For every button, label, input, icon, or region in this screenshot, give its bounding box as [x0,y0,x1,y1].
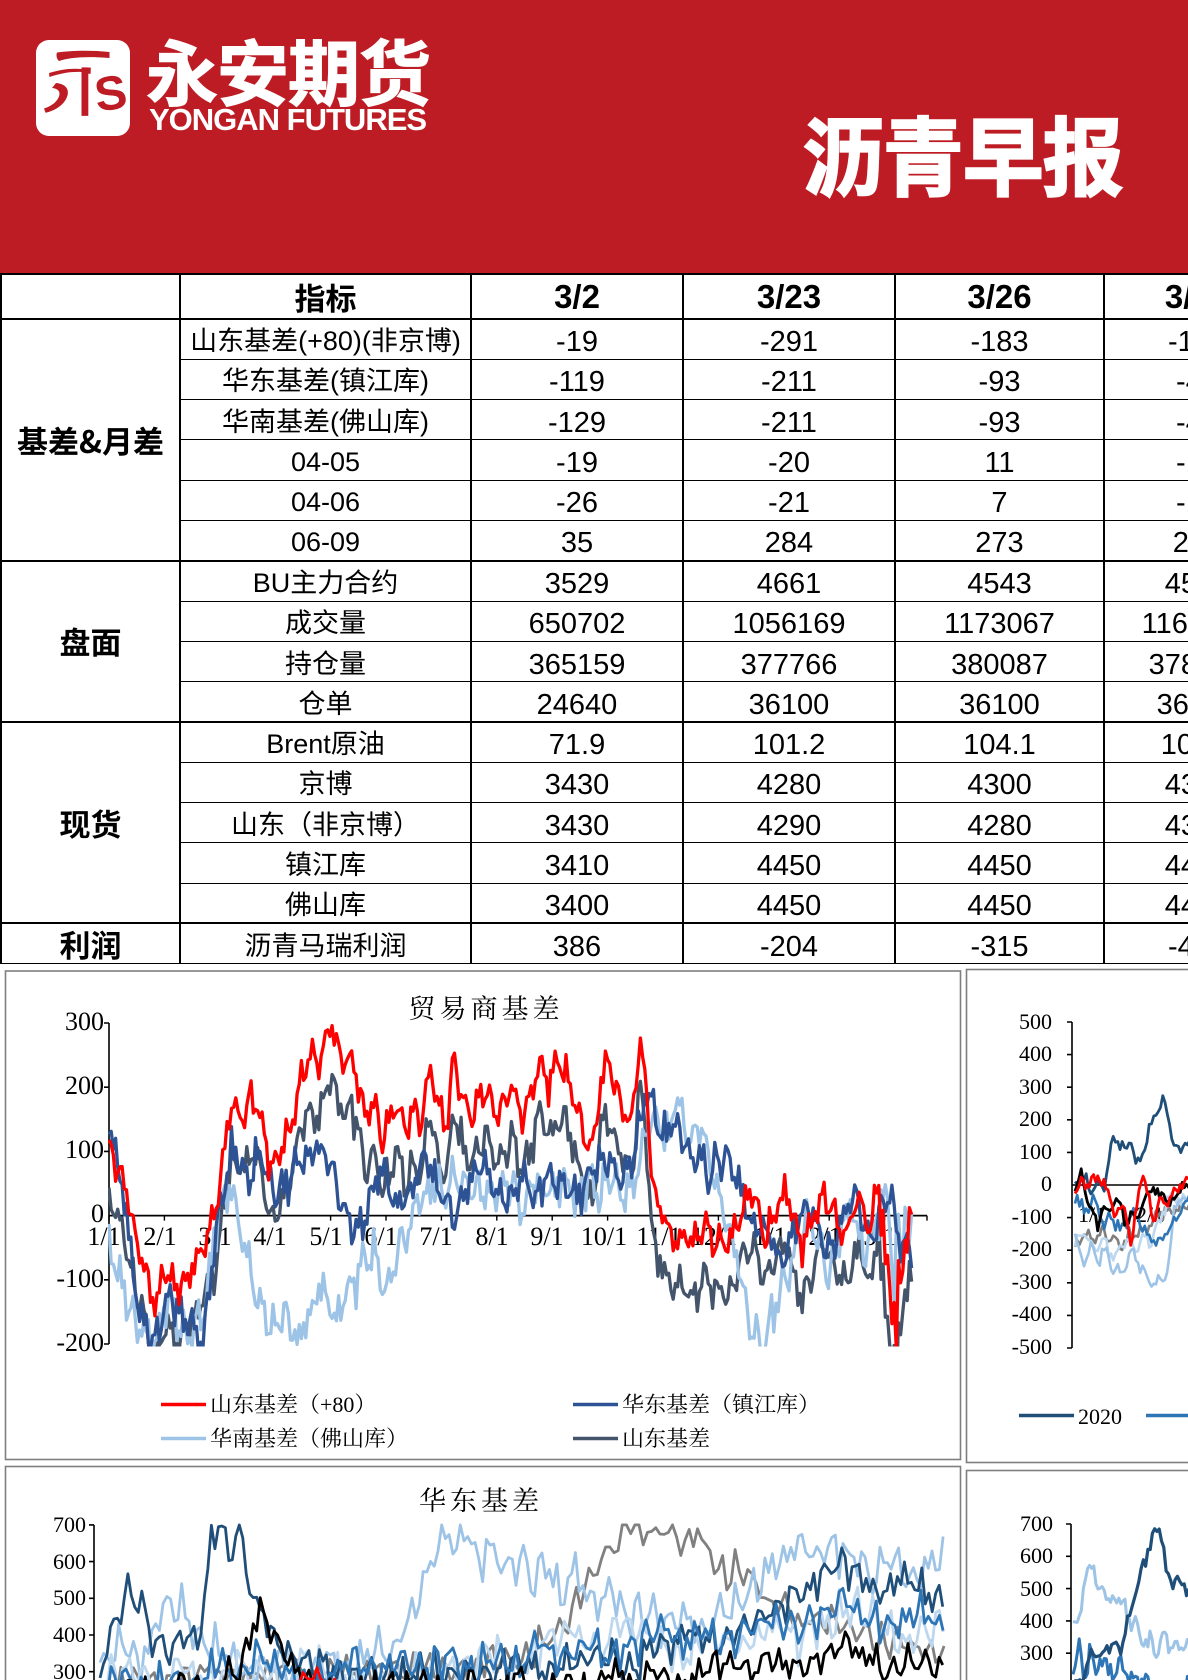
svg-text:-400: -400 [1012,1301,1052,1326]
svg-text:100: 100 [65,1135,104,1164]
svg-text:-100: -100 [56,1264,104,1293]
svg-text:500: 500 [1020,1576,1053,1601]
svg-text:300: 300 [53,1659,86,1680]
svg-text:-500: -500 [1012,1334,1052,1359]
svg-text:华东基差（镇江库）: 华东基差（镇江库） [622,1388,820,1419]
svg-text:7/1: 7/1 [419,1222,452,1251]
svg-text:200: 200 [1019,1106,1052,1131]
svg-text:-200: -200 [56,1328,104,1357]
svg-text:2/1: 2/1 [143,1222,176,1251]
svg-text:300: 300 [65,1007,104,1036]
svg-text:400: 400 [1019,1041,1052,1066]
svg-text:6/1: 6/1 [364,1222,397,1251]
svg-text:8/1: 8/1 [475,1222,508,1251]
svg-text:4/1: 4/1 [253,1222,286,1251]
svg-text:100: 100 [1019,1139,1052,1164]
svg-text:华东基差: 华东基差 [419,1479,543,1518]
svg-text:600: 600 [1020,1543,1053,1568]
svg-text:-300: -300 [1012,1269,1052,1294]
svg-text:700: 700 [1020,1511,1053,1536]
svg-text:400: 400 [53,1622,86,1647]
svg-text:500: 500 [1019,1009,1052,1034]
svg-text:山东基差: 山东基差 [622,1422,710,1453]
svg-text:S: S [91,66,130,123]
svg-text:9/1: 9/1 [530,1222,563,1251]
svg-text:-200: -200 [1012,1236,1052,1261]
svg-text:500: 500 [53,1585,86,1610]
svg-text:5/1: 5/1 [309,1222,342,1251]
svg-text:0: 0 [91,1199,104,1228]
svg-text:山东基差（+80）: 山东基差（+80） [210,1388,376,1419]
svg-text:700: 700 [53,1512,86,1537]
svg-text:300: 300 [1019,1074,1052,1099]
svg-text:0: 0 [1041,1171,1052,1196]
svg-text:10/1: 10/1 [581,1222,627,1251]
svg-text:400: 400 [1020,1608,1053,1633]
svg-text:1/1: 1/1 [87,1222,120,1251]
svg-text:200: 200 [65,1071,104,1100]
svg-text:贸易商基差: 贸易商基差 [409,987,564,1026]
svg-text:600: 600 [53,1549,86,1574]
svg-text:-100: -100 [1012,1204,1052,1229]
svg-text:2020: 2020 [1078,1400,1122,1431]
svg-text:华南基差（佛山库）: 华南基差（佛山库） [210,1422,408,1453]
svg-text:300: 300 [1020,1640,1053,1665]
